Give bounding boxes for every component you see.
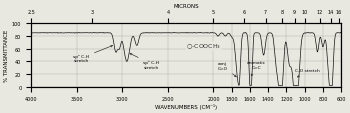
Text: sp³ C-H
stretch: sp³ C-H stretch — [130, 54, 160, 69]
Y-axis label: % TRANSMITTANCE: % TRANSMITTANCE — [4, 30, 9, 81]
Text: sp² C-H
stretch: sp² C-H stretch — [73, 46, 113, 63]
X-axis label: MICRONS: MICRONS — [173, 4, 199, 9]
Text: conj
C=O: conj C=O — [218, 62, 236, 77]
Text: aromatic
C=C: aromatic C=C — [247, 61, 266, 76]
X-axis label: WAVENUMBERS (CM⁻¹): WAVENUMBERS (CM⁻¹) — [155, 103, 217, 109]
Text: $\bigcirc$-COOCH₃: $\bigcirc$-COOCH₃ — [186, 42, 221, 51]
Text: C-O stretch: C-O stretch — [295, 68, 320, 77]
